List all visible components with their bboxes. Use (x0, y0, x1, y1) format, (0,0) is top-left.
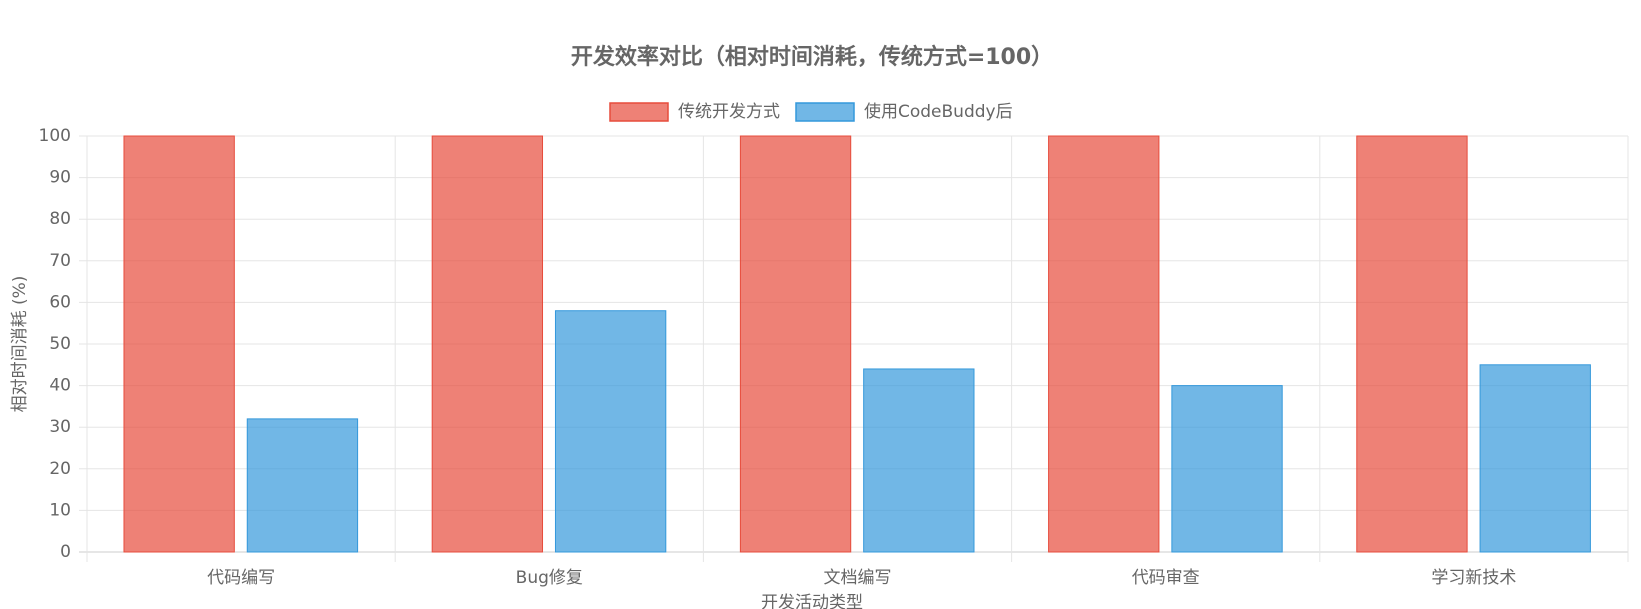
y-tick-label: 0 (60, 542, 71, 562)
legend-label: 传统开发方式 (678, 102, 780, 122)
x-tick-label: 代码审查 (1132, 568, 1200, 588)
legend-label: 使用CodeBuddy后 (864, 101, 1013, 122)
chart-title: 开发效率对比（相对时间消耗，传统方式=100） (571, 44, 1053, 70)
y-tick-label: 90 (49, 168, 71, 188)
y-tick-label: 100 (39, 126, 71, 146)
y-tick-label: 70 (49, 251, 71, 271)
bar (1171, 385, 1283, 553)
bar (246, 418, 359, 553)
bar (1356, 135, 1468, 553)
y-tick-label: 50 (49, 334, 71, 354)
bar (554, 310, 667, 553)
bar (431, 135, 544, 553)
x-axis-title: 开发活动类型 (761, 593, 863, 609)
y-tick-label: 60 (49, 292, 71, 312)
y-tick-label: 10 (49, 500, 71, 520)
y-tick-label: 80 (49, 209, 71, 229)
bar (123, 135, 235, 553)
x-tick-label: 学习新技术 (1431, 568, 1516, 588)
x-tick-label: 文档编写 (824, 568, 892, 588)
bar (863, 368, 975, 553)
bar (1048, 135, 1160, 553)
legend-swatch (795, 102, 855, 122)
bar (739, 135, 852, 553)
legend-swatch (609, 102, 669, 122)
x-tick-label: Bug修复 (516, 568, 583, 588)
y-tick-label: 30 (49, 417, 71, 437)
bar (1479, 364, 1591, 553)
y-tick-label: 40 (49, 376, 71, 396)
x-tick-label: 代码编写 (207, 568, 275, 588)
y-axis-title: 相对时间消耗 (%) (10, 276, 30, 413)
y-tick-label: 20 (49, 459, 71, 479)
